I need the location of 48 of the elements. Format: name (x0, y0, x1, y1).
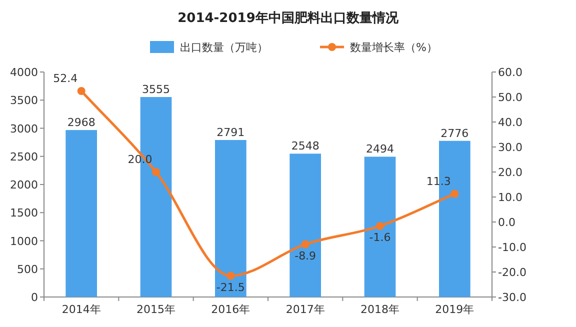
x-tick-label: 2019年 (435, 303, 474, 316)
bar (290, 154, 322, 297)
y-tick-label: 1500 (10, 206, 38, 220)
point (376, 222, 384, 230)
data-label: 3555 (142, 83, 170, 96)
bar (364, 156, 396, 297)
data-label: -8.9 (294, 249, 316, 262)
point (301, 240, 310, 248)
data-label: 2776 (440, 126, 469, 140)
chart-title: 2014-2019年中国肥料出口数量情况 (178, 11, 400, 26)
data-label: 52.4 (53, 72, 78, 85)
y-tick-label: 2500 (10, 150, 38, 164)
y-tick-label: 3000 (10, 122, 38, 136)
y2-tick-label: 30.0 (498, 141, 522, 154)
data-label: 2548 (291, 140, 320, 153)
point (152, 168, 160, 176)
y-tick-label: 1000 (10, 234, 38, 248)
y-tick-label: 3500 (10, 94, 38, 108)
y2-tick-label: 40.0 (498, 116, 522, 129)
x-tick-label: 2018年 (360, 303, 400, 316)
y2-tick-label: -20.0 (498, 266, 526, 279)
y-tick-label: 4000 (10, 66, 38, 79)
y2-tick-label: 0.0 (498, 216, 516, 229)
y-tick-label: 0 (31, 291, 38, 304)
y2-tick-label: -10.0 (498, 241, 526, 254)
y2-tick-label: 20.0 (498, 166, 522, 179)
y2-tick-label: 60.0 (498, 66, 522, 79)
data-label: -1.6 (369, 231, 391, 244)
x-tick-label: 2017年 (286, 303, 325, 316)
y-tick-label: 2000 (10, 178, 38, 192)
data-label: 2494 (366, 142, 394, 156)
legend-label: 数量增长率（%） (350, 41, 438, 54)
point (226, 272, 235, 280)
x-tick-label: 2014年 (62, 303, 101, 316)
point (77, 87, 86, 95)
data-label: -21.5 (216, 280, 245, 294)
data-label: 2791 (216, 126, 245, 140)
x-tick-label: 2015年 (136, 303, 176, 316)
y2-tick-label: 10.0 (498, 191, 522, 204)
legend-label: 出口数量（万吨） (180, 41, 268, 54)
x-tick-label: 2016年 (211, 303, 250, 316)
bar (66, 130, 98, 297)
data-label: 2968 (67, 116, 96, 130)
y2-tick-label: 50.0 (498, 91, 522, 104)
y2-tick-label: -30.0 (498, 291, 526, 304)
point (450, 190, 459, 198)
y-tick-label: 500 (17, 262, 38, 276)
bar (214, 140, 246, 297)
